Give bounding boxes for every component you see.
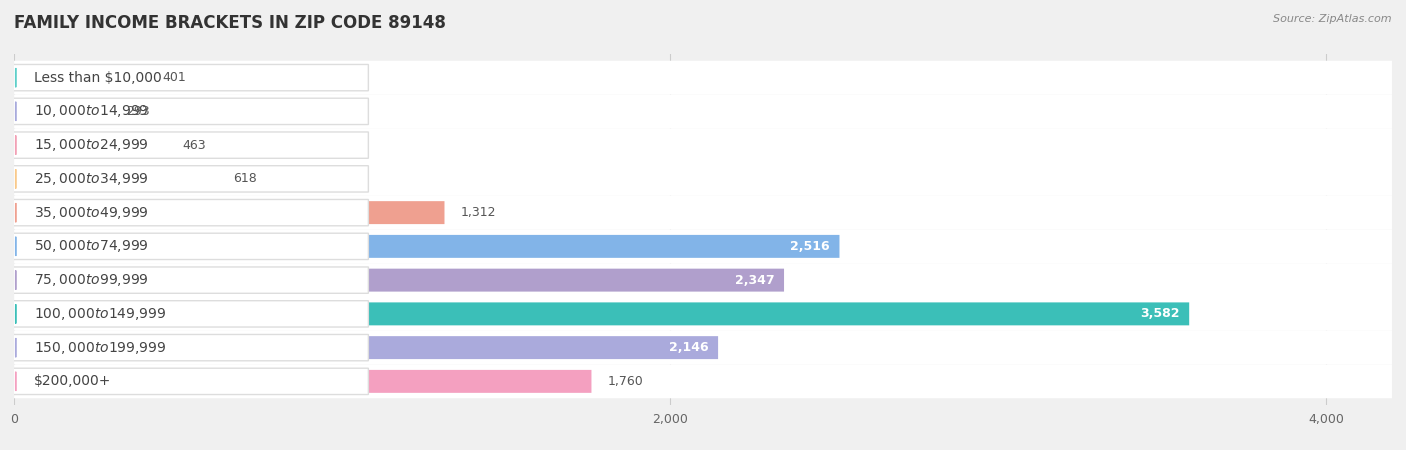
FancyBboxPatch shape	[4, 301, 368, 327]
Text: 463: 463	[183, 139, 207, 152]
FancyBboxPatch shape	[14, 162, 1392, 196]
FancyBboxPatch shape	[14, 100, 110, 123]
FancyBboxPatch shape	[4, 132, 368, 158]
FancyBboxPatch shape	[14, 230, 1392, 263]
FancyBboxPatch shape	[14, 235, 839, 258]
FancyBboxPatch shape	[14, 134, 166, 157]
Text: $75,000 to $99,999: $75,000 to $99,999	[34, 272, 149, 288]
Text: $100,000 to $149,999: $100,000 to $149,999	[34, 306, 166, 322]
Text: 1,312: 1,312	[461, 206, 496, 219]
Text: 2,347: 2,347	[734, 274, 775, 287]
Text: 2,146: 2,146	[669, 341, 709, 354]
FancyBboxPatch shape	[4, 98, 368, 125]
FancyBboxPatch shape	[14, 364, 1392, 398]
FancyBboxPatch shape	[14, 94, 1392, 128]
FancyBboxPatch shape	[14, 196, 1392, 230]
Text: FAMILY INCOME BRACKETS IN ZIP CODE 89148: FAMILY INCOME BRACKETS IN ZIP CODE 89148	[14, 14, 446, 32]
Text: $10,000 to $14,999: $10,000 to $14,999	[34, 104, 149, 119]
FancyBboxPatch shape	[4, 199, 368, 226]
FancyBboxPatch shape	[14, 302, 1189, 325]
FancyBboxPatch shape	[4, 166, 368, 192]
Text: $35,000 to $49,999: $35,000 to $49,999	[34, 205, 149, 220]
Text: $150,000 to $199,999: $150,000 to $199,999	[34, 340, 166, 356]
FancyBboxPatch shape	[14, 269, 785, 292]
FancyBboxPatch shape	[4, 334, 368, 361]
Text: $50,000 to $74,999: $50,000 to $74,999	[34, 238, 149, 254]
FancyBboxPatch shape	[14, 297, 1392, 331]
FancyBboxPatch shape	[14, 336, 718, 359]
Text: 293: 293	[127, 105, 150, 118]
Text: 3,582: 3,582	[1140, 307, 1180, 320]
FancyBboxPatch shape	[14, 167, 217, 190]
Text: $25,000 to $34,999: $25,000 to $34,999	[34, 171, 149, 187]
Text: Less than $10,000: Less than $10,000	[34, 71, 162, 85]
FancyBboxPatch shape	[14, 263, 1392, 297]
Text: 2,516: 2,516	[790, 240, 830, 253]
FancyBboxPatch shape	[14, 370, 592, 393]
Text: Source: ZipAtlas.com: Source: ZipAtlas.com	[1274, 14, 1392, 23]
FancyBboxPatch shape	[14, 61, 1392, 94]
FancyBboxPatch shape	[4, 64, 368, 91]
Text: 618: 618	[233, 172, 257, 185]
Text: $15,000 to $24,999: $15,000 to $24,999	[34, 137, 149, 153]
FancyBboxPatch shape	[14, 128, 1392, 162]
FancyBboxPatch shape	[4, 368, 368, 395]
FancyBboxPatch shape	[4, 267, 368, 293]
FancyBboxPatch shape	[4, 233, 368, 260]
Text: $200,000+: $200,000+	[34, 374, 111, 388]
FancyBboxPatch shape	[14, 201, 444, 224]
Text: 401: 401	[162, 71, 186, 84]
FancyBboxPatch shape	[14, 66, 146, 89]
Text: 1,760: 1,760	[607, 375, 644, 388]
FancyBboxPatch shape	[14, 331, 1392, 364]
